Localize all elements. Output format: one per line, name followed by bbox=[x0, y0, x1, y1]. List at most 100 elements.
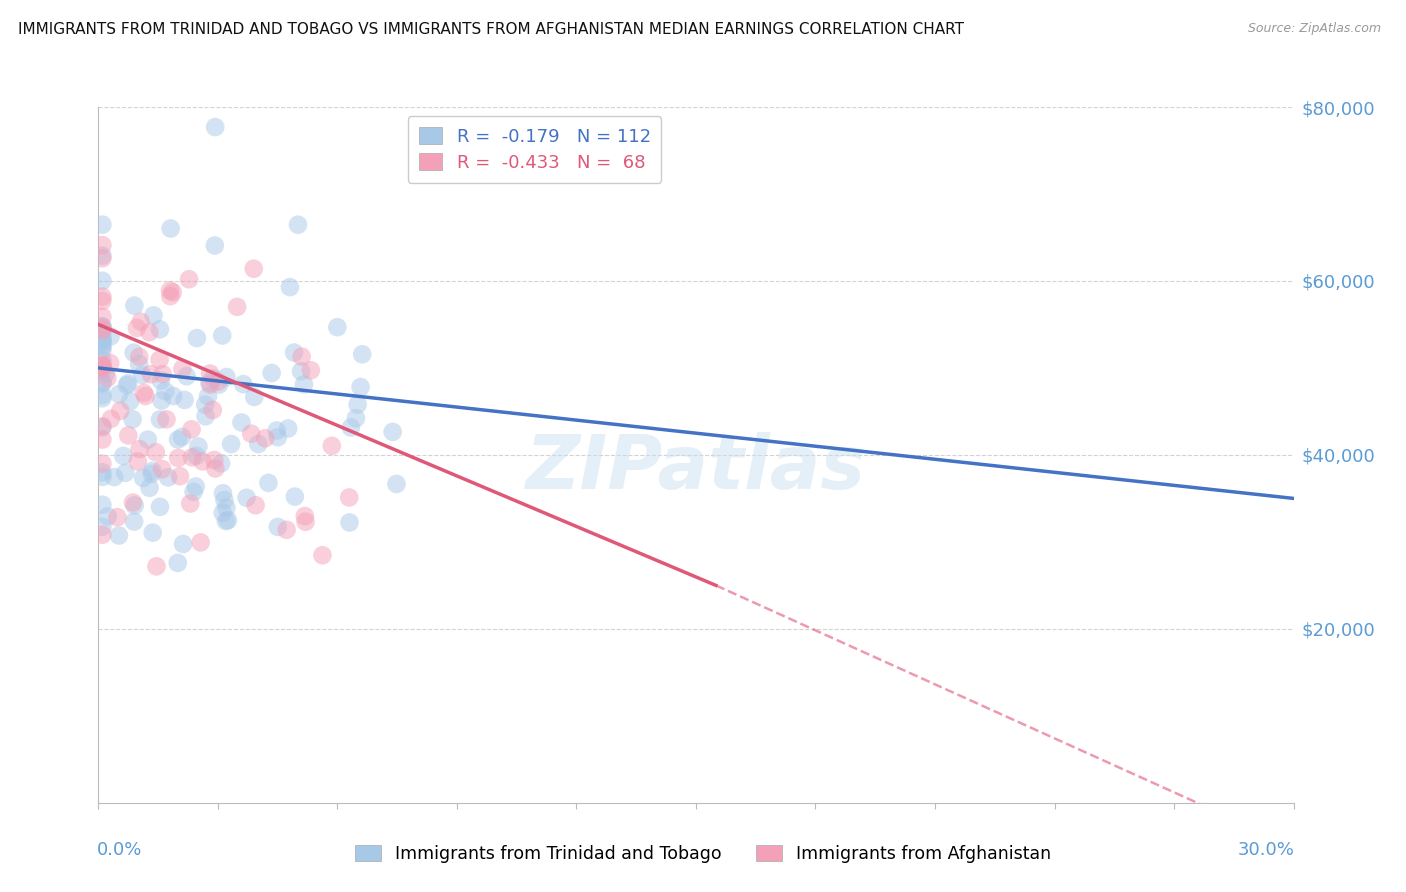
Text: 30.0%: 30.0% bbox=[1237, 841, 1295, 859]
Point bbox=[138, 325, 160, 339]
Point bbox=[254, 431, 277, 445]
Point bbox=[149, 500, 172, 514]
Point bbox=[94, 367, 117, 381]
Point bbox=[284, 490, 307, 504]
Point bbox=[91, 319, 114, 334]
Point bbox=[207, 375, 229, 389]
Point bbox=[235, 491, 257, 505]
Legend: Immigrants from Trinidad and Tobago, Immigrants from Afghanistan: Immigrants from Trinidad and Tobago, Imm… bbox=[347, 838, 1059, 870]
Point bbox=[167, 450, 190, 465]
Point bbox=[352, 347, 374, 361]
Point bbox=[186, 449, 208, 463]
Point bbox=[204, 238, 226, 252]
Point bbox=[339, 516, 361, 530]
Point bbox=[247, 437, 270, 451]
Point bbox=[117, 376, 139, 391]
Point bbox=[105, 510, 128, 524]
Point bbox=[179, 497, 201, 511]
Point bbox=[344, 411, 367, 425]
Point bbox=[91, 360, 114, 375]
Point bbox=[242, 261, 264, 276]
Point bbox=[155, 412, 177, 426]
Point bbox=[100, 329, 122, 343]
Point bbox=[340, 420, 363, 434]
Point bbox=[215, 514, 238, 528]
Point bbox=[91, 359, 114, 374]
Point bbox=[91, 343, 114, 358]
Point bbox=[243, 390, 266, 404]
Point bbox=[124, 499, 146, 513]
Point bbox=[127, 454, 149, 468]
Point bbox=[277, 421, 299, 435]
Point bbox=[257, 475, 280, 490]
Point bbox=[98, 356, 121, 370]
Point bbox=[198, 367, 221, 381]
Point bbox=[346, 398, 368, 412]
Point bbox=[142, 525, 165, 540]
Point bbox=[134, 389, 156, 403]
Point bbox=[169, 469, 191, 483]
Point bbox=[91, 290, 114, 304]
Point bbox=[128, 350, 150, 364]
Point bbox=[232, 377, 254, 392]
Point bbox=[172, 537, 194, 551]
Point bbox=[139, 368, 162, 382]
Text: 0.0%: 0.0% bbox=[97, 841, 142, 859]
Point bbox=[91, 359, 114, 373]
Point bbox=[145, 445, 167, 459]
Point bbox=[208, 377, 231, 392]
Point bbox=[215, 370, 238, 384]
Point bbox=[91, 293, 114, 308]
Point bbox=[125, 321, 148, 335]
Point bbox=[204, 120, 226, 134]
Point bbox=[91, 376, 114, 391]
Point bbox=[145, 559, 167, 574]
Text: IMMIGRANTS FROM TRINIDAD AND TOBAGO VS IMMIGRANTS FROM AFGHANISTAN MEDIAN EARNIN: IMMIGRANTS FROM TRINIDAD AND TOBAGO VS I… bbox=[18, 22, 965, 37]
Point bbox=[173, 392, 195, 407]
Point bbox=[149, 374, 172, 388]
Point bbox=[122, 345, 145, 359]
Point bbox=[91, 420, 114, 434]
Point bbox=[385, 477, 408, 491]
Point bbox=[128, 442, 150, 457]
Point bbox=[157, 470, 180, 484]
Point bbox=[152, 367, 174, 381]
Point bbox=[311, 548, 333, 562]
Point bbox=[299, 363, 322, 377]
Point bbox=[91, 249, 114, 263]
Point bbox=[162, 389, 184, 403]
Point bbox=[287, 218, 309, 232]
Point bbox=[91, 470, 114, 484]
Point bbox=[200, 377, 222, 392]
Point bbox=[91, 391, 114, 405]
Point bbox=[91, 376, 114, 390]
Point bbox=[170, 430, 193, 444]
Point bbox=[292, 377, 315, 392]
Point bbox=[211, 506, 233, 520]
Point bbox=[91, 457, 114, 471]
Text: Source: ZipAtlas.com: Source: ZipAtlas.com bbox=[1247, 22, 1381, 36]
Point bbox=[231, 416, 253, 430]
Point bbox=[138, 481, 160, 495]
Point bbox=[283, 345, 305, 359]
Point bbox=[276, 523, 298, 537]
Point bbox=[159, 284, 181, 298]
Point bbox=[197, 389, 219, 403]
Point bbox=[122, 515, 145, 529]
Point bbox=[186, 331, 208, 345]
Point bbox=[326, 320, 349, 334]
Point bbox=[162, 285, 184, 300]
Point bbox=[121, 412, 143, 426]
Point bbox=[150, 462, 173, 476]
Point bbox=[219, 437, 242, 451]
Point bbox=[91, 333, 114, 347]
Point bbox=[214, 493, 236, 508]
Point bbox=[176, 369, 198, 384]
Point bbox=[91, 388, 114, 402]
Point bbox=[191, 454, 214, 468]
Point bbox=[202, 371, 225, 385]
Point bbox=[155, 384, 177, 399]
Point bbox=[97, 509, 120, 524]
Point bbox=[183, 484, 205, 499]
Point bbox=[91, 319, 114, 334]
